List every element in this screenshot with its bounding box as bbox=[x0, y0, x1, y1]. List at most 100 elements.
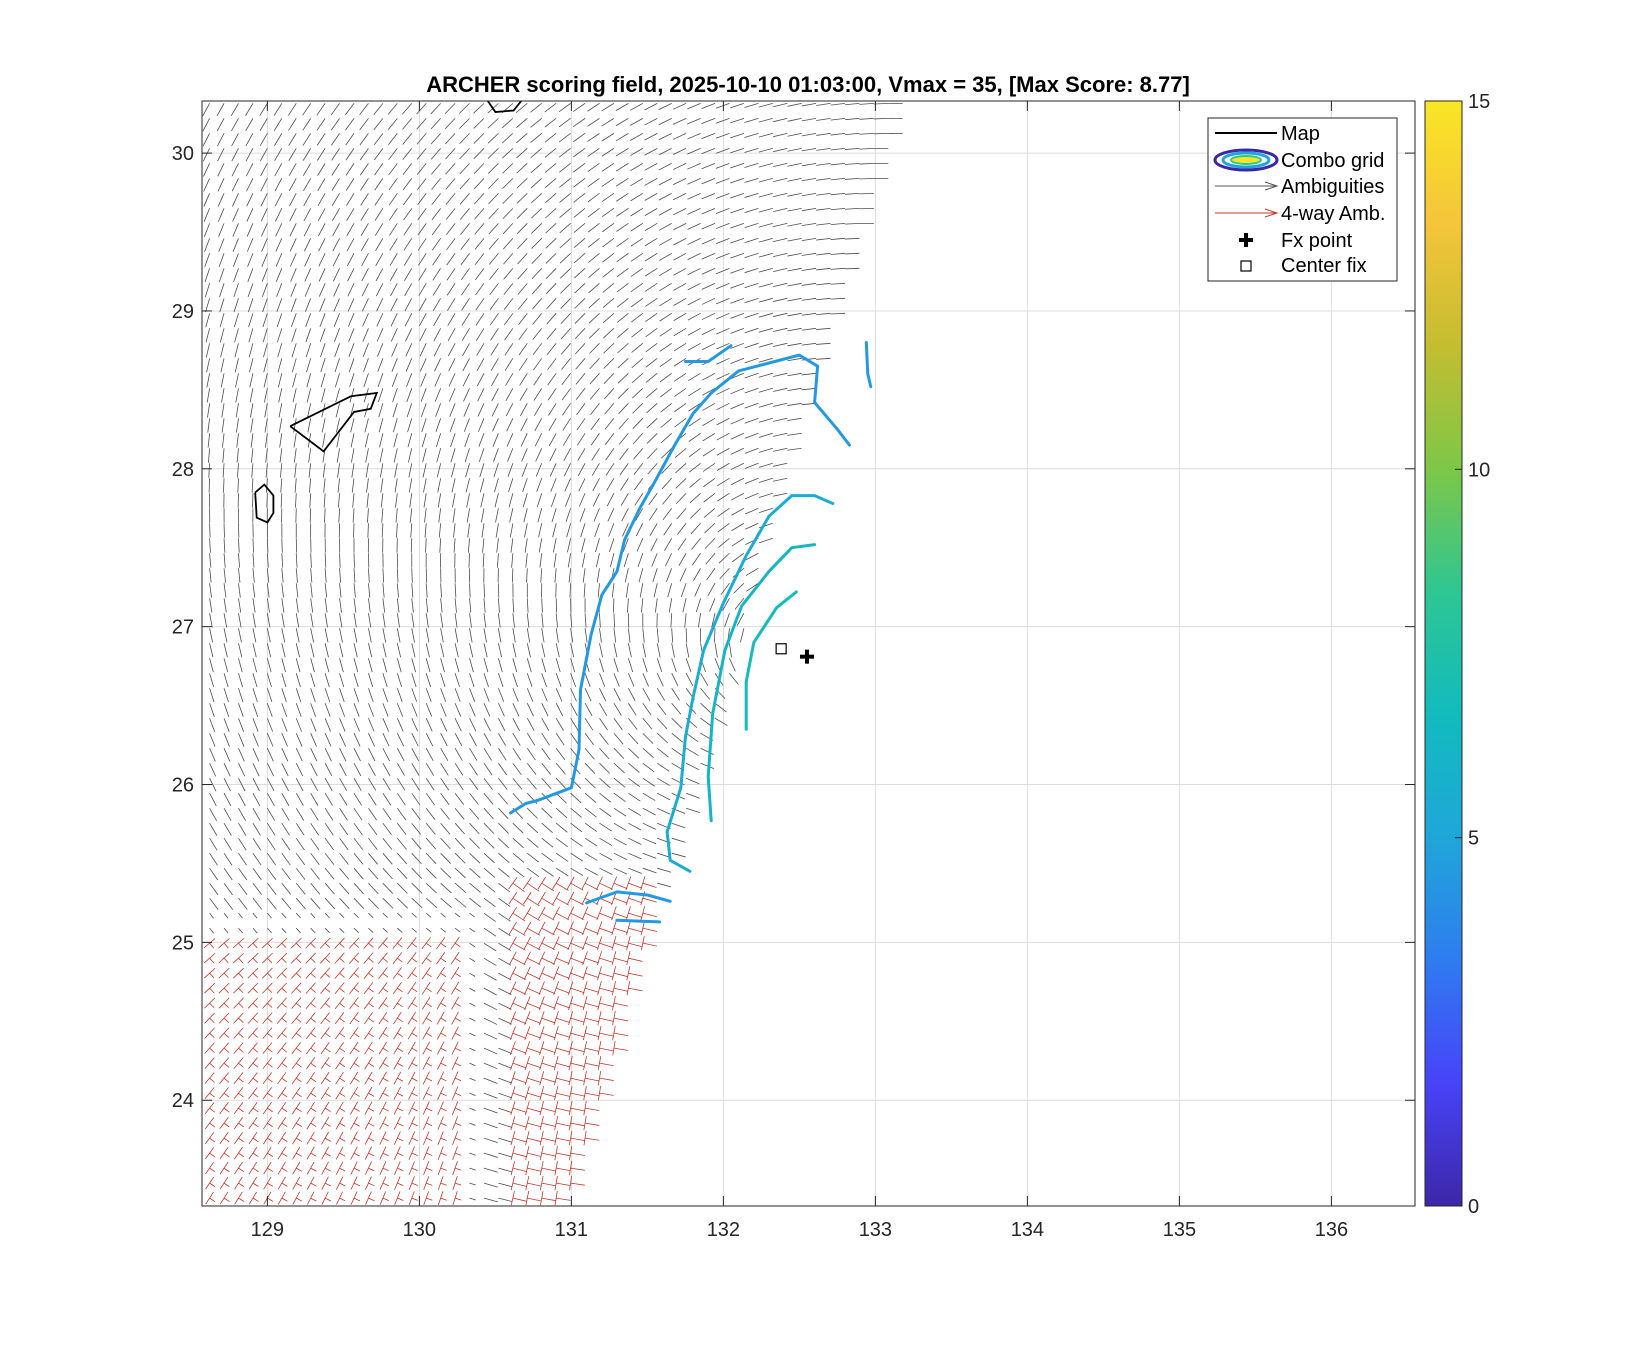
four-way-ambiguity-arrow bbox=[454, 957, 461, 963]
four-way-ambiguity-arrow bbox=[512, 927, 526, 936]
ambiguity-arrow bbox=[324, 822, 334, 836]
ambiguity-arrow bbox=[512, 822, 524, 834]
four-way-ambiguity-cross bbox=[408, 1161, 415, 1175]
four-way-ambiguity-cross bbox=[626, 951, 631, 966]
ambiguity-arrow bbox=[498, 1017, 512, 1025]
four-way-ambiguity-arrow bbox=[295, 957, 302, 963]
four-way-ambiguity-cross bbox=[320, 1042, 330, 1055]
ambiguity-arrow bbox=[574, 298, 586, 309]
y-tick-label: 26 bbox=[172, 775, 194, 797]
ambiguity-arrow bbox=[359, 133, 369, 146]
ambiguity-arrow bbox=[365, 448, 369, 463]
ambiguity-arrow bbox=[690, 522, 701, 535]
four-way-ambiguity-cross bbox=[204, 967, 216, 979]
four-way-ambiguity-arrow bbox=[238, 1032, 244, 1038]
four-way-ambiguity-arrow bbox=[267, 1197, 274, 1202]
ambiguity-arrow bbox=[642, 747, 654, 759]
ambiguity-arrow bbox=[347, 268, 355, 282]
four-way-ambiguity-cross bbox=[510, 1116, 516, 1131]
ambiguity-arrow bbox=[574, 283, 586, 294]
ambiguity-arrow bbox=[773, 387, 788, 392]
colorbar bbox=[1424, 100, 1463, 1207]
ambiguity-arrow bbox=[396, 703, 404, 717]
ambiguity-arrow bbox=[448, 358, 456, 372]
four-way-ambiguity-cross bbox=[350, 1101, 358, 1115]
ambiguity-arrow bbox=[439, 538, 442, 553]
ambiguity-arrow bbox=[218, 223, 225, 237]
ambiguity-arrow bbox=[217, 163, 225, 177]
ambiguity-arrow bbox=[416, 133, 427, 145]
ambiguity-arrow bbox=[431, 163, 441, 175]
ambiguity-arrow bbox=[390, 283, 398, 297]
ambiguity-arrow bbox=[454, 927, 461, 933]
four-way-ambiguity-cross bbox=[320, 1027, 330, 1040]
ambiguity-arrow bbox=[498, 807, 509, 820]
ambiguity-arrow bbox=[397, 807, 407, 821]
ambiguity-arrow bbox=[252, 748, 260, 762]
ambiguity-arrow bbox=[567, 538, 572, 553]
ambiguity-arrow bbox=[454, 598, 457, 613]
ambiguity-arrow bbox=[324, 703, 331, 717]
ambiguity-arrow bbox=[353, 568, 356, 583]
ambiguity-arrow bbox=[397, 852, 408, 865]
four-way-ambiguity-arrow bbox=[324, 1017, 331, 1023]
four-way-ambiguity-arrow bbox=[454, 1152, 462, 1156]
ambiguity-arrow bbox=[454, 718, 462, 732]
y-tick-label: 24 bbox=[172, 1090, 194, 1112]
ambiguity-arrow bbox=[627, 658, 634, 673]
four-way-ambiguity-arrow bbox=[527, 912, 540, 921]
four-way-ambiguity-cross bbox=[335, 1161, 344, 1175]
ambiguity-arrow bbox=[252, 688, 258, 703]
four-way-ambiguity-arrow bbox=[527, 897, 540, 907]
ambiguity-arrow bbox=[706, 568, 716, 581]
four-way-ambiguity-cross bbox=[597, 1055, 602, 1071]
ambiguity-arrow bbox=[612, 598, 615, 613]
four-way-ambiguity-cross bbox=[538, 921, 546, 935]
ambiguity-arrow bbox=[590, 433, 600, 446]
ambiguity-arrow bbox=[758, 267, 773, 273]
ambiguity-arrow bbox=[473, 103, 485, 114]
ambiguity-arrow bbox=[719, 567, 730, 580]
ambiguity-arrow bbox=[787, 162, 802, 167]
four-way-ambiguity-arrow bbox=[281, 1077, 288, 1083]
four-way-ambiguity-cross bbox=[611, 981, 616, 996]
ambiguity-arrow bbox=[630, 282, 644, 293]
ambiguity-arrow bbox=[615, 163, 629, 172]
four-way-ambiguity-arrow bbox=[570, 1047, 585, 1053]
ambiguity-arrow bbox=[310, 837, 320, 851]
ambiguity-arrow bbox=[744, 162, 759, 168]
ambiguity-arrow bbox=[396, 718, 404, 732]
ambiguity-arrow bbox=[324, 837, 334, 851]
four-way-ambiguity-cross bbox=[334, 937, 345, 949]
ambiguity-arrow bbox=[758, 237, 773, 243]
ambiguity-arrow bbox=[532, 328, 543, 340]
ambiguity-arrow bbox=[697, 613, 701, 628]
ambiguity-arrow bbox=[324, 598, 328, 613]
ambiguity-arrow bbox=[397, 822, 407, 835]
four-way-ambiguity-arrow bbox=[411, 957, 418, 963]
ambiguity-arrow bbox=[238, 688, 244, 703]
four-way-ambiguity-arrow bbox=[512, 1197, 528, 1202]
ambiguity-arrow bbox=[541, 673, 547, 687]
ambiguity-arrow bbox=[541, 852, 554, 863]
ambiguity-arrow bbox=[497, 553, 499, 568]
four-way-ambiguity-arrow bbox=[397, 1002, 403, 1008]
ambiguity-arrow bbox=[662, 493, 673, 505]
ambiguity-arrow bbox=[310, 553, 312, 568]
ambiguity-arrow bbox=[353, 733, 361, 747]
ambiguity-arrow bbox=[220, 373, 225, 388]
ambiguity-arrow bbox=[541, 733, 550, 746]
ambiguity-arrow bbox=[450, 448, 456, 463]
ambiguity-arrow bbox=[347, 298, 355, 312]
ambiguity-arrow bbox=[310, 613, 314, 628]
four-way-ambiguity-cross bbox=[554, 1086, 559, 1101]
ambiguity-arrow bbox=[402, 163, 413, 176]
ambiguity-arrow bbox=[773, 477, 788, 482]
ambiguity-arrow bbox=[645, 372, 658, 383]
ambiguity-arrow bbox=[440, 927, 447, 933]
four-way-ambiguity-arrow bbox=[397, 1107, 404, 1112]
ambiguity-arrow bbox=[396, 643, 402, 658]
ambiguity-arrow bbox=[573, 178, 586, 188]
ambiguity-arrow bbox=[219, 328, 225, 343]
ambiguity-arrow bbox=[560, 298, 571, 309]
